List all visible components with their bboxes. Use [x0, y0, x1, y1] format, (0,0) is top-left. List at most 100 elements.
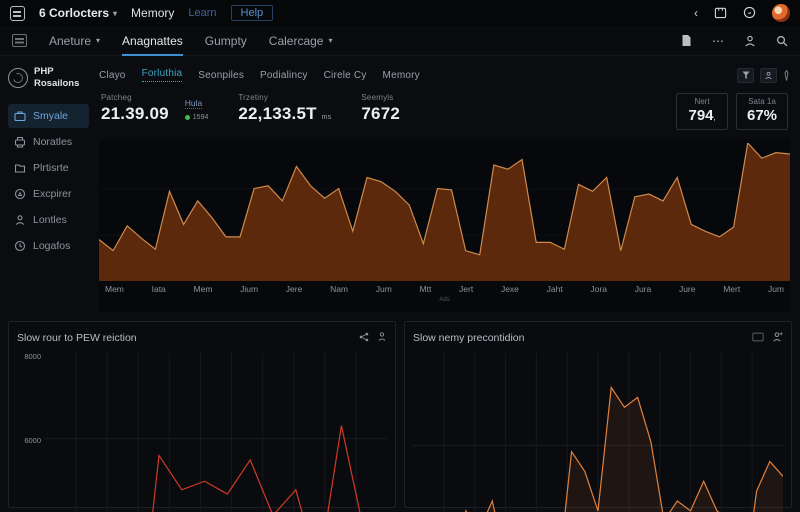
- slow-rour-line-chart[interactable]: [45, 353, 387, 512]
- nav-item-label: Aneture: [49, 33, 92, 48]
- nav-item-gumpty[interactable]: Gumpty: [205, 26, 247, 56]
- left-chart-y-axis: 80006000500020000: [17, 353, 45, 512]
- chart-shape: [465, 387, 783, 512]
- sidebar-item-lontles[interactable]: Lontles: [8, 208, 89, 232]
- chevron-down-icon: ▾: [96, 35, 101, 45]
- app-logo-icon[interactable]: [10, 5, 25, 21]
- compass-icon: [14, 188, 26, 200]
- main-chart-caption: Ads: [439, 297, 450, 303]
- metric-value: 21.39.09: [101, 104, 169, 123]
- metric-hula: Hula 1594: [184, 93, 209, 121]
- user-button[interactable]: [760, 67, 777, 83]
- x-axis-label: Mem: [105, 284, 124, 294]
- x-axis-label: Jert: [459, 284, 474, 294]
- share-icon[interactable]: [359, 329, 369, 347]
- chart-shape: [45, 426, 387, 512]
- folder-icon: [14, 162, 26, 174]
- globe-icon: [8, 67, 28, 88]
- tab-podialincy[interactable]: Podialincy: [260, 69, 308, 81]
- logo-line2: Rosailons: [34, 77, 80, 89]
- learn-link[interactable]: Learn: [188, 7, 217, 19]
- user-sparkle-icon[interactable]: [772, 329, 783, 347]
- collectors-label: 6 Corlocters: [39, 6, 110, 20]
- search-icon[interactable]: [776, 35, 788, 47]
- metric-label: Patcheg: [101, 93, 132, 102]
- nav-item-calercage[interactable]: Calercage ▾: [269, 26, 333, 56]
- hula-sub-value: 1594: [192, 114, 209, 121]
- chart-shape: [99, 143, 790, 255]
- help-circle-icon[interactable]: [743, 6, 756, 21]
- menu-icon[interactable]: [12, 34, 27, 47]
- sidebar-item-label: Smyale: [33, 109, 69, 122]
- metric-label: Nert: [694, 97, 710, 106]
- sidebar-item-label: Noratles: [33, 135, 73, 148]
- upper-content: PHP Rosailons Smyale Noratles Plrtisrte …: [0, 56, 800, 312]
- top-bar: 6 Corlocters ▾ Memory Learn Help ‹: [0, 0, 800, 26]
- nav-item-anagnattes[interactable]: Anagnattes: [122, 26, 183, 56]
- sidebar-item-plrtisrte[interactable]: Plrtisrte: [8, 156, 89, 180]
- document-icon[interactable]: [681, 34, 692, 47]
- metric-value: 22,133.5T: [238, 104, 317, 123]
- memory-menu-item[interactable]: Memory: [131, 6, 175, 20]
- x-axis-label: Nam: [330, 284, 349, 294]
- package-icon[interactable]: [714, 6, 727, 21]
- metric-label: Sata 1a: [748, 97, 776, 106]
- sidebar-item-label: Plrtisrte: [33, 161, 69, 174]
- metric-box-nert: Nert 794,: [676, 93, 728, 130]
- clock-icon: [14, 240, 26, 252]
- x-axis-label: Jexe: [500, 284, 519, 294]
- sidebar-item-label: Logafos: [33, 239, 71, 252]
- chart-shape: [99, 143, 790, 281]
- sidebar-item-logafos[interactable]: Logafos: [8, 234, 89, 258]
- chevron-left-icon[interactable]: ‹: [694, 6, 698, 20]
- pin-icon[interactable]: [783, 69, 790, 81]
- tab-memory[interactable]: Memory: [382, 69, 420, 81]
- sidebar-item-excpirer[interactable]: Excpirer: [8, 182, 89, 206]
- collectors-dropdown[interactable]: 6 Corlocters ▾: [39, 6, 117, 20]
- printer-icon: [14, 136, 26, 148]
- chart-shape: [413, 388, 783, 512]
- ellipsis-icon[interactable]: ⋯: [712, 33, 724, 48]
- main-area-chart-panel: Mem Iata Mem Jium Jere Nam Jum Mtt Jert Jexe Jaht J…: [99, 139, 790, 312]
- main-area-chart[interactable]: [99, 143, 790, 281]
- metric-value: 794: [688, 107, 714, 124]
- checkbox-icon[interactable]: [752, 329, 764, 347]
- metric-patcheg: Patcheg 21.39.09: [101, 93, 169, 124]
- user-avatar[interactable]: [772, 4, 790, 22]
- sidebar-logo[interactable]: PHP Rosailons: [8, 66, 95, 90]
- main-chart-x-axis: Mem Iata Mem Jium Jere Nam Jum Mtt Jert Jexe Jaht J…: [99, 281, 790, 294]
- user-icon[interactable]: [744, 35, 756, 47]
- panel-slow-rour: Slow rour to PEW reiction 80006000500020…: [8, 321, 396, 512]
- tabs-row: Clayo Forluthia Seonpiles Podialincy Cir…: [99, 62, 790, 88]
- x-axis-label: Jum: [767, 284, 784, 294]
- x-axis-label: Jora: [590, 284, 607, 294]
- x-axis-label: Iata: [151, 284, 166, 294]
- x-axis-label: Mem: [193, 284, 213, 294]
- slow-nemy-line-chart[interactable]: [413, 353, 783, 512]
- tab-clayo[interactable]: Clayo: [99, 69, 126, 81]
- metrics-row: Patcheg 21.39.09 Hula 1594 Trzetiny 22,1…: [99, 88, 790, 139]
- metric-label: Trzetiny: [238, 93, 269, 102]
- user-icon: [14, 214, 26, 226]
- x-axis-label: Jura: [634, 284, 652, 294]
- metric-value: 7672: [361, 104, 401, 123]
- tab-cirele-cy[interactable]: Cirele Cy: [323, 69, 367, 81]
- main-content: Clayo Forluthia Seonpiles Podialincy Cir…: [95, 56, 800, 312]
- metric-label: Seemyls: [361, 93, 394, 102]
- hula-link[interactable]: Hula: [184, 98, 203, 109]
- help-button[interactable]: Help: [230, 5, 274, 21]
- tab-seonpiles[interactable]: Seonpiles: [198, 69, 245, 81]
- sidebar-item-smyale[interactable]: Smyale: [8, 103, 89, 128]
- tab-forluthia[interactable]: Forluthia: [141, 68, 183, 82]
- nav-bar: Aneture ▾ Anagnattes Gumpty Calercage ▾ …: [0, 26, 800, 56]
- user-pin-icon[interactable]: [377, 329, 387, 347]
- sidebar-item-noratles[interactable]: Noratles: [8, 130, 89, 154]
- x-axis-label: Jere: [285, 284, 303, 294]
- filter-button[interactable]: [737, 67, 754, 83]
- x-axis-label: Jium: [240, 284, 259, 294]
- x-axis-label: Mert: [723, 284, 741, 294]
- panel-title: Slow nemy precontidion: [413, 332, 525, 344]
- sidebar: PHP Rosailons Smyale Noratles Plrtisrte …: [0, 56, 95, 312]
- nav-item-aneture[interactable]: Aneture ▾: [49, 26, 100, 56]
- panel-slow-nemy: Slow nemy precontidion PotLanUsoJunFemJu…: [404, 321, 792, 512]
